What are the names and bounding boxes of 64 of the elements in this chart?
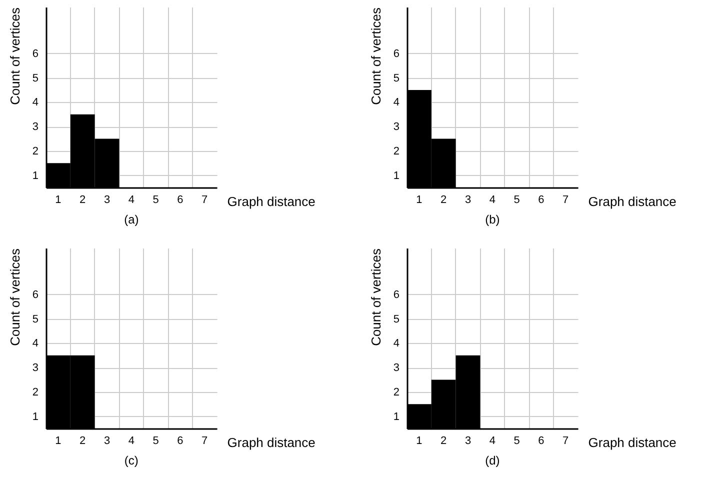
- text: (b): [485, 212, 500, 227]
- x-tick-label: 1: [416, 194, 422, 206]
- y-tick-label: 5: [32, 72, 39, 84]
- x-tick-label: 7: [202, 194, 208, 206]
- y-axis-title: Count of vertices: [368, 248, 384, 346]
- y-tick-label: 3: [393, 121, 400, 134]
- y-tick-label: 3: [393, 362, 400, 374]
- x-tick-label: 1: [55, 194, 62, 206]
- x-tick-label: 1: [416, 435, 422, 448]
- y-tick-label: 6: [32, 288, 39, 301]
- x-tick-label: 3: [104, 194, 110, 206]
- y-tick-label: 1: [393, 170, 400, 182]
- x-tick-label: 6: [538, 435, 544, 448]
- y-tick-label: 4: [393, 338, 400, 350]
- y-tick-label: 1: [32, 170, 39, 182]
- y-tick-label: 1: [32, 410, 39, 423]
- x-tick-label: 4: [128, 194, 134, 206]
- x-tick-label: 3: [104, 435, 110, 448]
- x-tick-label: 3: [464, 435, 472, 448]
- y-tick-label: 3: [32, 362, 39, 374]
- x-tick-label: 2: [80, 194, 86, 206]
- x-tick-label: 4: [489, 194, 496, 206]
- y-tick-label: 2: [32, 145, 39, 158]
- y-axis-title: Count of vertices: [368, 7, 384, 105]
- y-axis-title: Count of vertices: [7, 248, 22, 346]
- x-axis-title: Graph distance: [227, 435, 316, 450]
- x-tick-label: 7: [202, 435, 208, 448]
- x-tick-label: 6: [177, 435, 184, 448]
- text: (d): [485, 454, 500, 468]
- x-tick-label: 2: [80, 435, 86, 448]
- y-tick-label: 6: [32, 48, 39, 60]
- x-tick-label: 5: [152, 435, 159, 448]
- x-tick-label: 2: [440, 435, 447, 448]
- y-axis-title: Count of vertices: [7, 7, 22, 105]
- y-tick-label: 2: [393, 386, 400, 398]
- y-tick-label: 4: [393, 96, 400, 109]
- x-tick-label: 6: [538, 194, 544, 206]
- y-tick-label: 2: [393, 145, 400, 158]
- x-tick-label: 5: [514, 194, 520, 206]
- x-tick-label: 7: [562, 194, 569, 206]
- x-axis-title: Graph distance: [588, 435, 676, 450]
- text: (c): [124, 454, 138, 468]
- x-tick-label: 6: [177, 194, 184, 206]
- x-tick-label: 5: [152, 194, 159, 206]
- x-tick-label: 4: [128, 435, 134, 448]
- y-tick-label: 5: [393, 72, 400, 84]
- x-tick-label: 4: [489, 435, 496, 448]
- text: (a): [124, 212, 139, 227]
- y-tick-label: 4: [32, 338, 39, 350]
- x-tick-label: 3: [464, 194, 472, 206]
- x-tick-label: 7: [562, 435, 569, 448]
- y-tick-label: 5: [393, 313, 400, 326]
- x-tick-label: 1: [55, 435, 62, 448]
- y-tick-label: 4: [32, 96, 39, 109]
- x-axis-title: Graph distance: [588, 194, 676, 210]
- y-tick-label: 3: [32, 121, 39, 134]
- y-tick-label: 5: [32, 313, 39, 326]
- y-tick-label: 1: [393, 410, 400, 423]
- y-tick-label: 6: [393, 288, 400, 301]
- y-tick-label: 2: [32, 386, 39, 398]
- x-tick-label: 5: [514, 435, 520, 448]
- y-tick-label: 6: [393, 48, 400, 60]
- x-axis-title: Graph distance: [227, 194, 316, 210]
- x-tick-label: 2: [440, 194, 447, 206]
